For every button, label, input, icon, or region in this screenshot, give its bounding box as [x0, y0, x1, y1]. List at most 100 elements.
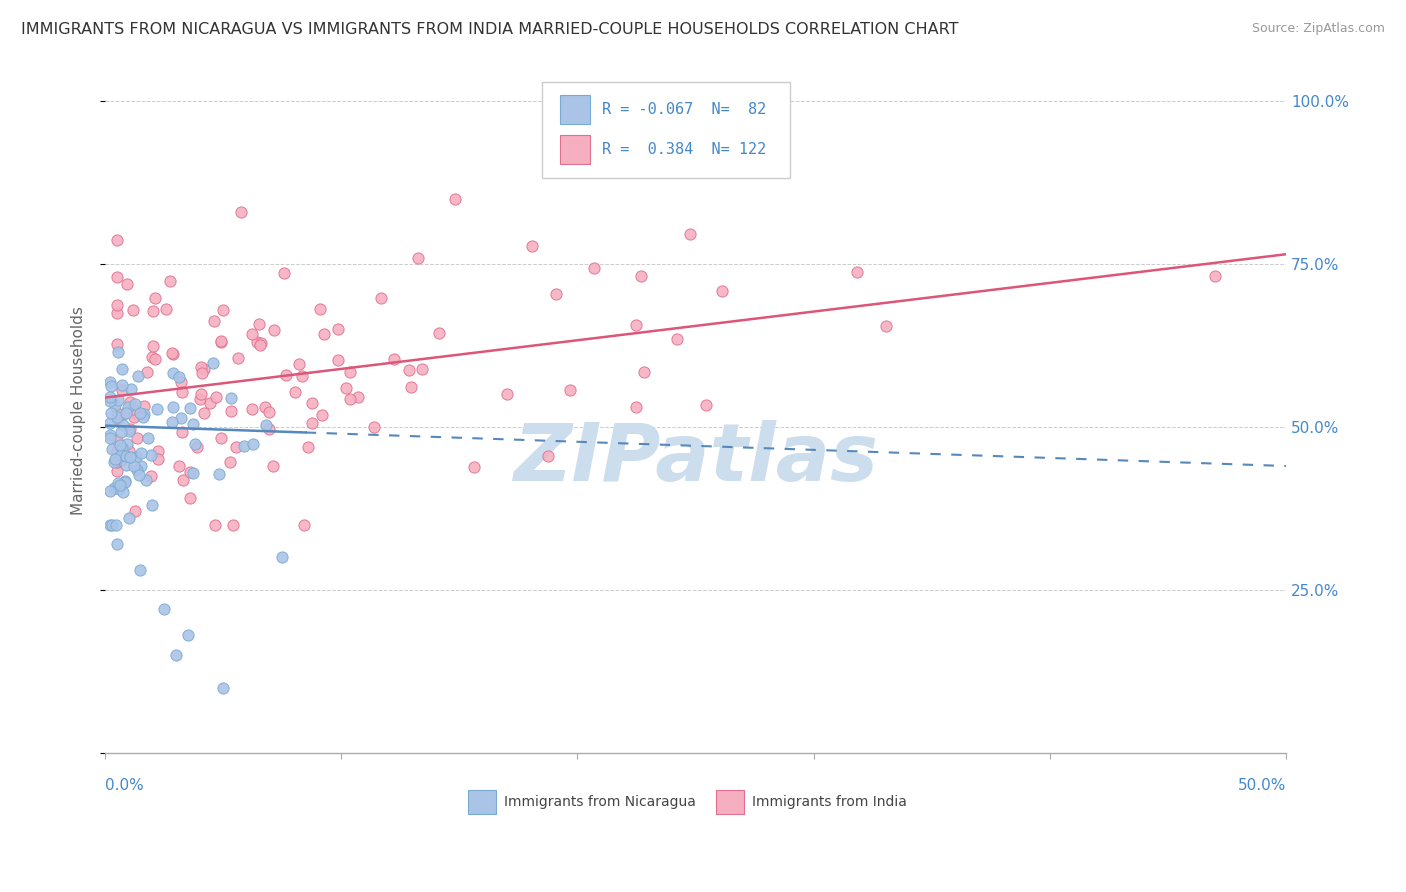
- Point: [141, 469, 163, 483]
- Point: [288, 357, 311, 371]
- Point: [679, 227, 702, 241]
- Point: [633, 365, 655, 379]
- Point: [495, 387, 517, 401]
- Point: [259, 422, 281, 436]
- Point: [875, 318, 897, 333]
- Point: [145, 402, 167, 417]
- Point: [139, 448, 162, 462]
- Point: [335, 381, 357, 395]
- Point: [257, 404, 280, 418]
- Point: [240, 402, 263, 417]
- Point: [169, 459, 191, 474]
- Point: [111, 361, 134, 376]
- Point: [100, 379, 122, 393]
- Point: [132, 410, 155, 425]
- Point: [120, 450, 142, 465]
- Point: [666, 332, 689, 346]
- Point: [111, 407, 134, 421]
- Point: [176, 628, 198, 642]
- Point: [121, 402, 143, 417]
- Point: [107, 345, 129, 359]
- Point: [169, 375, 191, 389]
- Point: [105, 306, 128, 320]
- Point: [122, 459, 145, 474]
- Point: [626, 318, 648, 332]
- Point: [110, 448, 132, 462]
- Point: [301, 395, 323, 409]
- Point: [98, 375, 121, 389]
- Point: [209, 334, 232, 349]
- Point: [218, 455, 240, 469]
- Point: [111, 441, 134, 455]
- Point: [104, 398, 127, 412]
- Text: IMMIGRANTS FROM NICARAGUA VS IMMIGRANTS FROM INDIA MARRIED-COUPLE HOUSEHOLDS COR: IMMIGRANTS FROM NICARAGUA VS IMMIGRANTS …: [21, 22, 959, 37]
- Point: [101, 442, 124, 457]
- Point: [190, 359, 212, 374]
- Point: [193, 406, 215, 420]
- Point: [146, 452, 169, 467]
- Point: [208, 467, 231, 482]
- Point: [172, 473, 194, 487]
- Point: [1204, 268, 1226, 283]
- Point: [219, 404, 242, 418]
- Point: [276, 368, 298, 383]
- Point: [411, 362, 433, 376]
- Point: [111, 417, 134, 432]
- Point: [105, 337, 128, 351]
- Point: [105, 410, 128, 425]
- Point: [105, 233, 128, 247]
- Point: [309, 302, 332, 317]
- Text: R =  0.384  N= 122: R = 0.384 N= 122: [602, 142, 766, 157]
- Point: [98, 416, 121, 430]
- Point: [114, 475, 136, 490]
- Point: [104, 517, 127, 532]
- Point: [115, 449, 138, 463]
- Point: [292, 517, 315, 532]
- Point: [120, 382, 142, 396]
- Point: [202, 314, 225, 328]
- Point: [204, 390, 226, 404]
- Point: [240, 327, 263, 342]
- Point: [146, 443, 169, 458]
- Point: [537, 450, 560, 464]
- Point: [114, 475, 136, 489]
- Point: [111, 383, 134, 397]
- Point: [347, 390, 370, 404]
- Point: [112, 485, 135, 500]
- Point: [273, 266, 295, 280]
- Point: [297, 440, 319, 454]
- Point: [370, 291, 392, 305]
- Point: [117, 400, 139, 414]
- Point: [98, 517, 121, 532]
- Point: [103, 481, 125, 495]
- Point: [129, 406, 152, 420]
- Point: [443, 192, 465, 206]
- Point: [105, 405, 128, 419]
- Point: [463, 460, 485, 475]
- Point: [110, 453, 132, 467]
- Point: [165, 648, 187, 662]
- FancyBboxPatch shape: [468, 789, 496, 814]
- Point: [247, 318, 270, 332]
- Point: [311, 409, 333, 423]
- Point: [695, 399, 717, 413]
- Point: [162, 400, 184, 414]
- FancyBboxPatch shape: [560, 95, 591, 124]
- Point: [160, 415, 183, 429]
- Point: [170, 385, 193, 400]
- Text: Immigrants from India: Immigrants from India: [752, 795, 907, 809]
- Point: [134, 407, 156, 421]
- Text: Source: ZipAtlas.com: Source: ZipAtlas.com: [1251, 22, 1385, 36]
- Point: [254, 418, 277, 433]
- Point: [98, 431, 121, 445]
- Point: [159, 274, 181, 288]
- Point: [326, 353, 349, 368]
- Point: [271, 550, 294, 565]
- Point: [127, 407, 149, 421]
- Point: [190, 367, 212, 381]
- Point: [179, 465, 201, 479]
- Point: [135, 473, 157, 487]
- Point: [127, 463, 149, 477]
- Point: [339, 365, 361, 379]
- Point: [104, 452, 127, 467]
